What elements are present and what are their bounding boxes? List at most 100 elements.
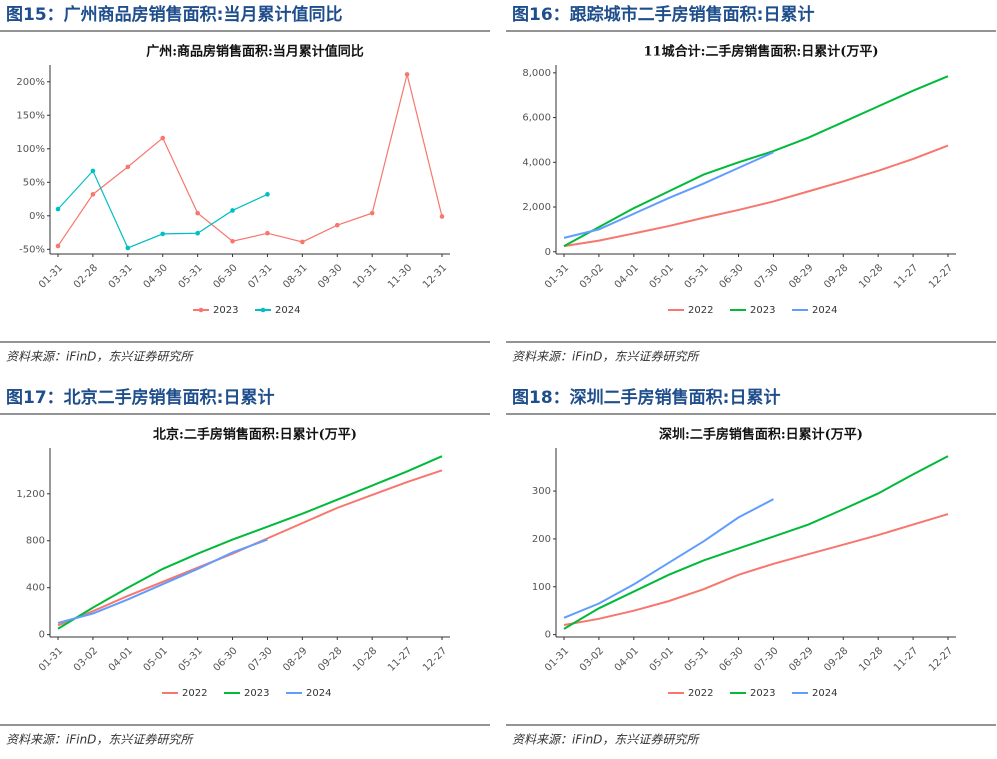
x-tick-label: 10-28 (857, 262, 885, 290)
point (300, 239, 305, 245)
chart-title: 广州:商品房销售面积:当月累计值同比 (146, 44, 364, 60)
panel-heading: 图16：跟踪城市二手房销售面积:日累计 (512, 4, 814, 25)
legend-label: 2022 (688, 305, 713, 316)
x-tick-label: 07-30 (752, 645, 780, 673)
x-tick-label: 11-27 (892, 645, 920, 673)
legend-marker (198, 307, 204, 313)
line-series (57, 469, 443, 627)
y-tick-label: 0 (39, 630, 45, 641)
x-tick-label: 05-31 (683, 262, 711, 290)
legend-label: 2024 (812, 305, 837, 316)
line-series (563, 513, 949, 627)
panel-heading: 图15：广州商品房销售面积:当月累计值同比 (6, 4, 342, 25)
point (90, 192, 96, 197)
line-series (563, 75, 949, 248)
line-series (563, 144, 949, 248)
x-tick-label: 10-28 (857, 645, 885, 673)
y-tick-label: 0 (545, 630, 551, 641)
x-tick-label: 09-28 (822, 645, 850, 673)
source-note: 资料来源：iFinD，东兴证券研究所 (6, 733, 194, 747)
panel-heading: 图17：北京二手房销售面积:日累计 (6, 387, 274, 408)
point (369, 210, 375, 216)
y-tick-label: 100% (16, 144, 45, 155)
x-tick-label: 01-31 (37, 262, 65, 290)
point (195, 230, 200, 236)
y-tick-label: 4,000 (522, 157, 551, 168)
line-series (563, 151, 774, 239)
x-tick-label: 09-28 (822, 262, 850, 290)
x-tick-label: 10-28 (351, 645, 379, 673)
x-tick-label: 07-30 (752, 262, 780, 290)
y-tick-label: 6,000 (522, 113, 551, 124)
x-tick-label: 11-27 (386, 645, 414, 673)
line-series (563, 498, 774, 619)
chart-title: 北京:二手房销售面积:日累计(万平) (153, 427, 357, 443)
x-tick-label: 06-30 (211, 262, 239, 290)
legend-label: 2023 (750, 688, 775, 699)
x-tick-label: 01-31 (543, 262, 571, 290)
line-series (57, 74, 443, 247)
point (404, 72, 410, 77)
x-tick-label: 07-30 (246, 645, 274, 673)
x-tick-label: 05-01 (648, 645, 676, 673)
y-tick-label: 50% (23, 177, 45, 188)
point (55, 206, 61, 212)
x-tick-label: 12-27 (421, 645, 449, 673)
x-tick-label: 12-31 (421, 262, 449, 290)
panel-heading: 图18：深圳二手房销售面积:日累计 (512, 387, 780, 408)
x-tick-label: 08-31 (281, 262, 309, 290)
x-tick-label: 03-02 (72, 645, 100, 673)
point (125, 245, 131, 251)
x-tick-label: 03-02 (578, 645, 606, 673)
x-tick-label: 12-27 (927, 645, 955, 673)
y-tick-label: 100 (532, 582, 551, 593)
legend-label: 2023 (244, 688, 269, 699)
x-tick-label: 01-31 (543, 645, 571, 673)
point (160, 135, 166, 141)
x-tick-label: 04-01 (613, 262, 641, 290)
legend-label: 2024 (275, 305, 300, 316)
y-tick-label: -50% (19, 244, 45, 255)
x-tick-label: 11-30 (386, 262, 414, 290)
point (90, 168, 96, 174)
y-tick-label: 0 (545, 247, 551, 258)
y-tick-label: 8,000 (522, 68, 551, 79)
x-tick-label: 05-01 (142, 645, 170, 673)
x-tick-label: 06-30 (717, 645, 745, 673)
legend-label: 2024 (812, 688, 837, 699)
x-tick-label: 08-29 (281, 645, 309, 673)
line-series (563, 455, 949, 630)
y-tick-label: 400 (26, 583, 45, 594)
point (265, 192, 270, 197)
x-tick-label: 06-30 (717, 262, 745, 290)
legend-marker (260, 307, 266, 313)
point (55, 243, 61, 249)
x-tick-label: 12-27 (927, 262, 955, 290)
x-tick-label: 04-01 (107, 645, 135, 673)
y-tick-label: 150% (16, 110, 45, 121)
x-tick-label: 05-31 (683, 645, 711, 673)
source-note: 资料来源：iFinD，东兴证券研究所 (512, 350, 700, 364)
y-tick-label: 300 (532, 486, 551, 497)
x-tick-label: 03-02 (578, 262, 606, 290)
point (125, 164, 131, 170)
x-tick-label: 09-28 (316, 645, 344, 673)
point (265, 230, 270, 236)
legend-label: 2022 (182, 688, 207, 699)
x-tick-label: 11-27 (892, 262, 920, 290)
x-tick-label: 04-01 (613, 645, 641, 673)
point (230, 238, 235, 244)
source-note: 资料来源：iFinD，东兴证券研究所 (6, 350, 194, 364)
chart-title: 深圳:二手房销售面积:日累计(万平) (659, 427, 863, 443)
y-tick-label: 0% (29, 211, 45, 222)
point (195, 210, 200, 216)
point (439, 214, 445, 219)
chart-title: 11城合计:二手房销售面积:日累计(万平) (644, 44, 879, 60)
x-tick-label: 03-31 (107, 262, 135, 290)
x-tick-label: 05-31 (177, 645, 205, 673)
